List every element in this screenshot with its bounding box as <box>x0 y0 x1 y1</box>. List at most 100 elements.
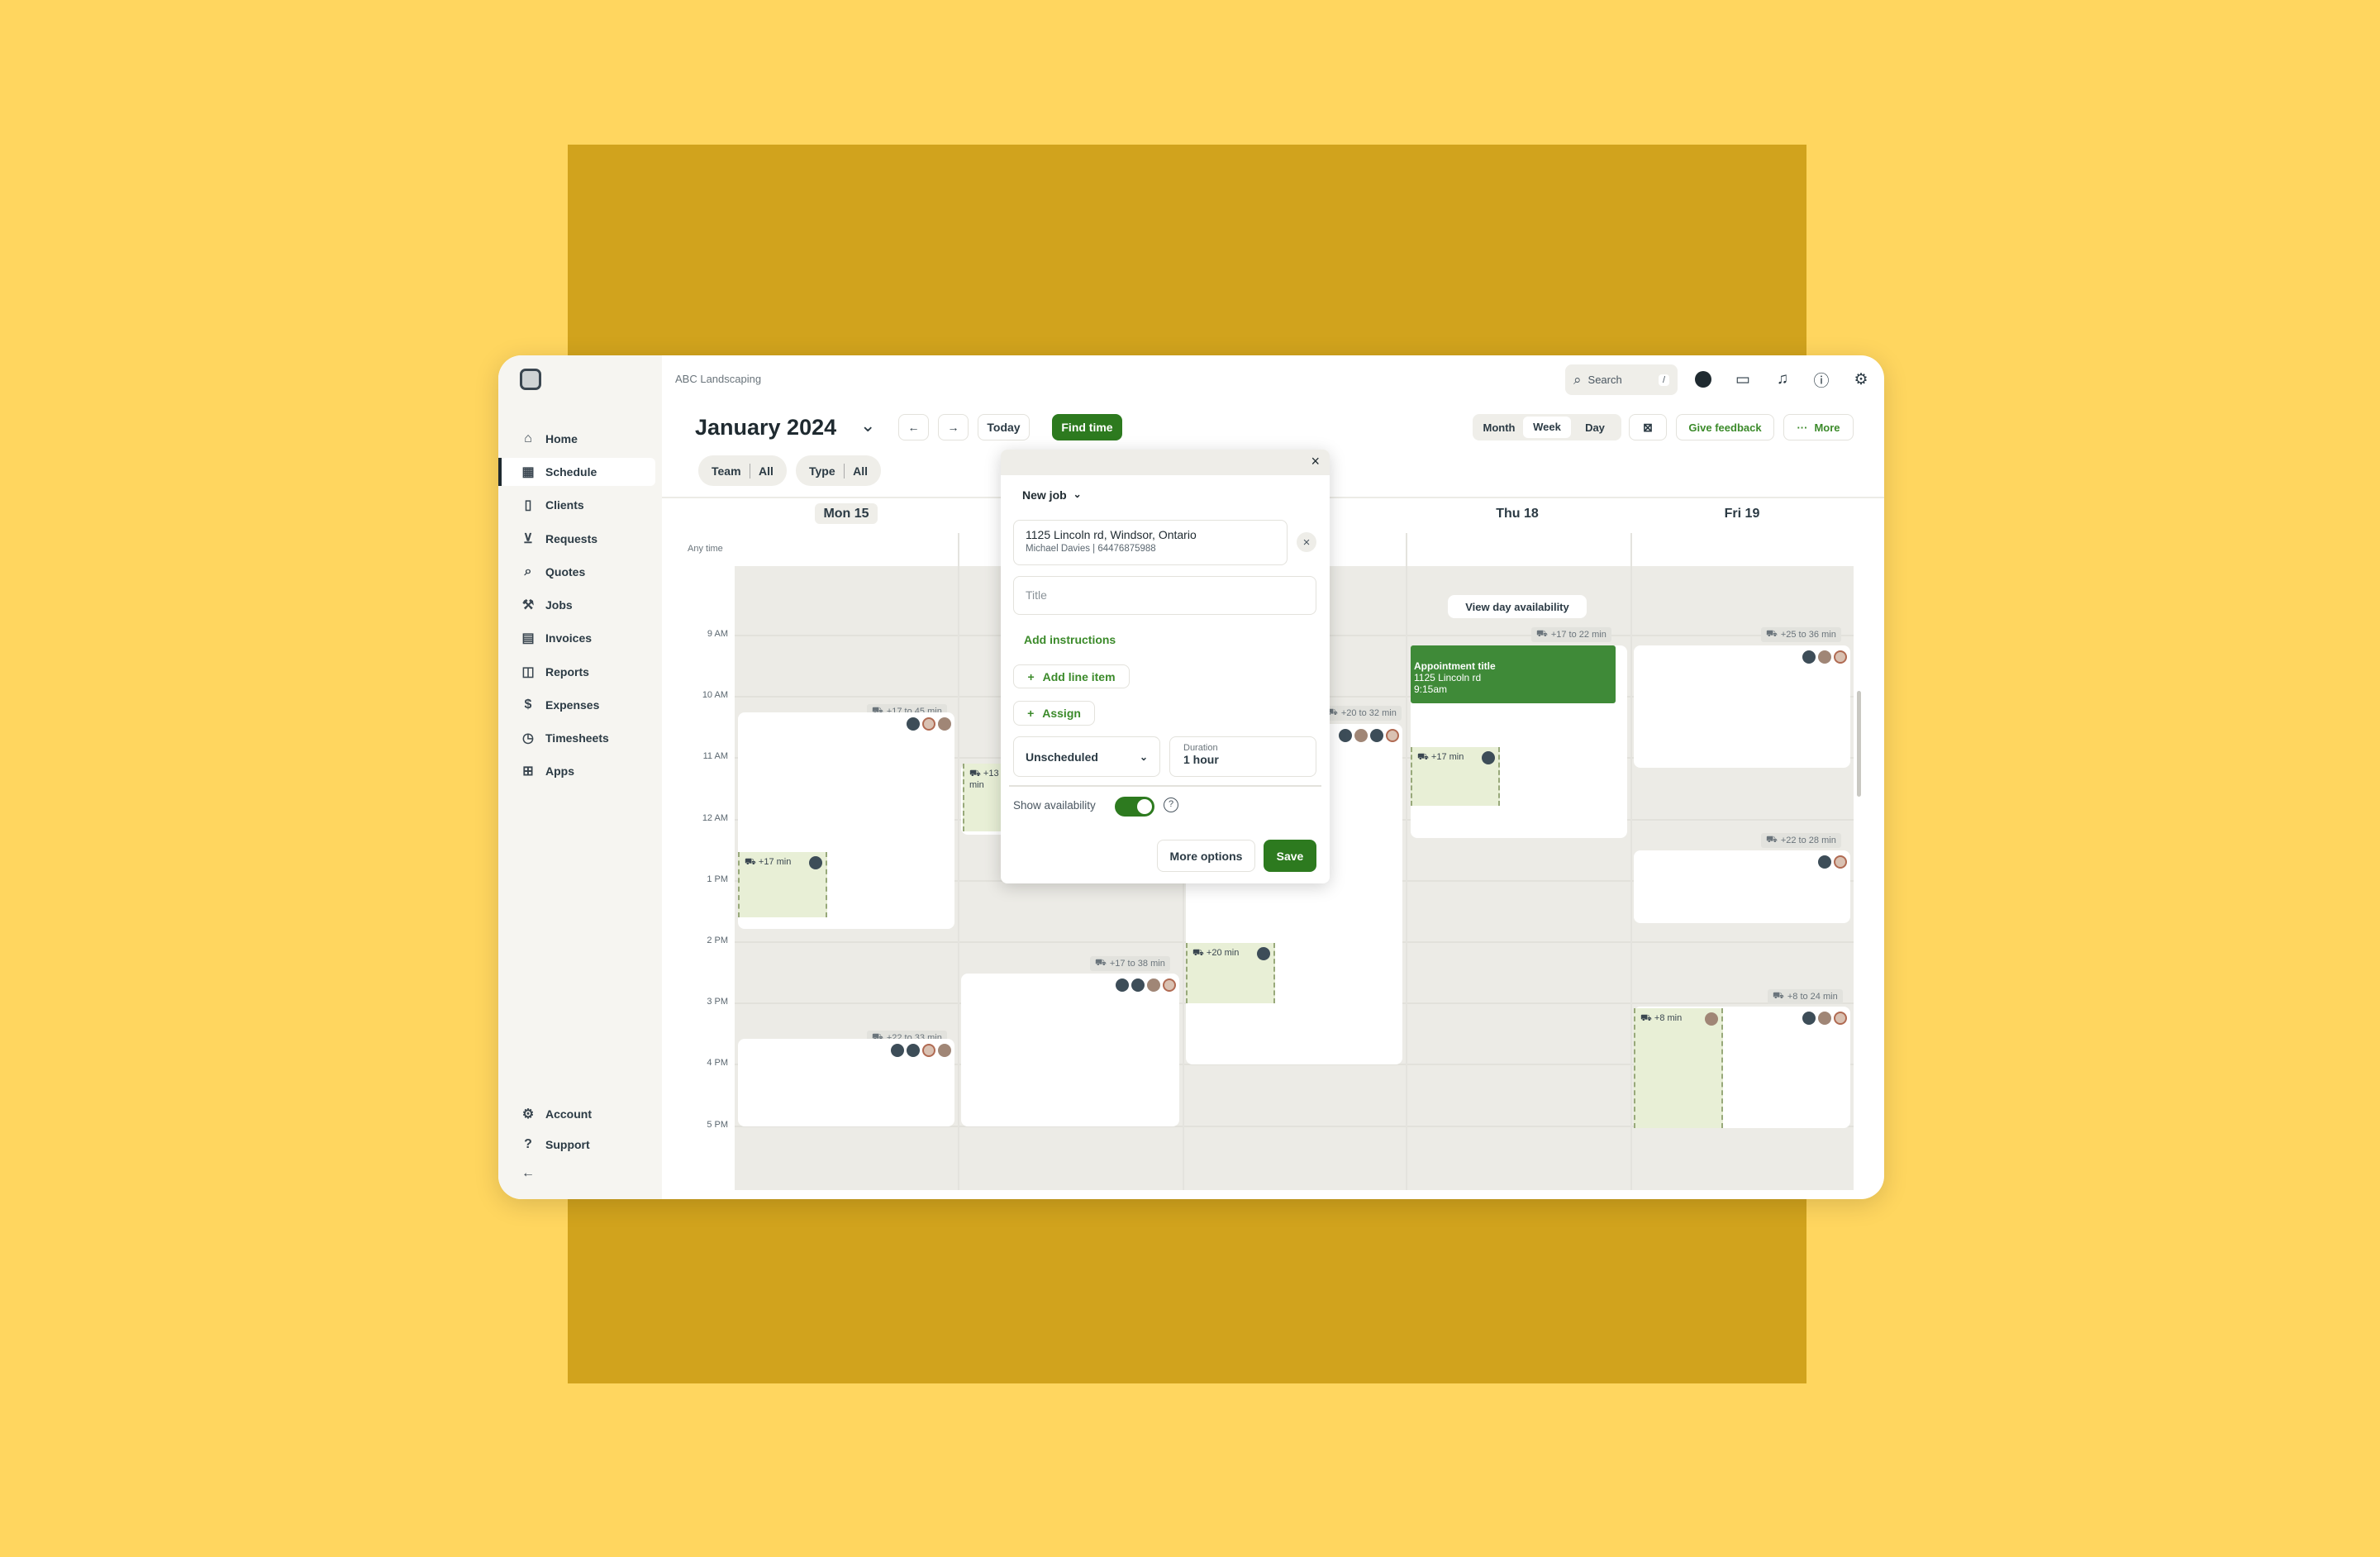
schedule-select[interactable]: Unscheduled ⌄ <box>1013 736 1160 777</box>
sidebar-item-schedule[interactable]: ▦ Schedule <box>498 458 655 486</box>
view-day-availability-button[interactable]: View day availability <box>1448 595 1587 618</box>
open-slot[interactable]: ⛟ +17 min <box>738 852 827 917</box>
travel-time: +25 to 36 min <box>1780 630 1836 640</box>
appointment-card[interactable]: Appointment title 1125 Lincoln rd 9:15am <box>1411 645 1616 703</box>
time-label: 3 PM <box>707 997 728 1007</box>
availability-block[interactable] <box>1634 850 1850 923</box>
info-icon[interactable]: ? <box>1164 798 1178 812</box>
truck-icon: ⛟ <box>969 769 983 778</box>
sidebar-item-invoices[interactable]: ▤ Invoices <box>521 631 593 645</box>
duration-value: 1 hour <box>1183 753 1219 766</box>
hide-calendar-button[interactable]: ⊠ <box>1629 414 1667 440</box>
sidebar-item-reports[interactable]: ◫ Reports <box>521 665 589 679</box>
inbox-icon: ⊻ <box>523 532 533 546</box>
day-header-thu[interactable]: Thu 18 <box>1406 507 1629 521</box>
assign-button[interactable]: + Assign <box>1013 701 1095 726</box>
truck-icon: ⛟ <box>1095 958 1107 968</box>
app-window: ⌂ Home ▦ Schedule ▯ Clients ⊻ Requests ⌕ Quot… <box>498 355 1884 1199</box>
plus-icon: + <box>1027 669 1035 683</box>
avatar-group <box>1116 978 1176 992</box>
sidebar: ⌂ Home ▦ Schedule ▯ Clients ⊻ Requests ⌕ Quot… <box>498 355 662 1199</box>
give-feedback-button[interactable]: Give feedback <box>1676 414 1774 440</box>
previous-week-button[interactable]: ← <box>898 414 929 440</box>
sidebar-item-home[interactable]: ⌂ Home <box>501 425 655 453</box>
ai-assistant-icon[interactable] <box>1692 369 1714 390</box>
view-week-tab[interactable]: Week <box>1523 417 1571 438</box>
shortcut-badge: / <box>1658 374 1669 386</box>
sidebar-item-timesheets[interactable]: ◷ Timesheets <box>501 724 655 752</box>
column-divider <box>958 533 959 1190</box>
title-input[interactable]: Title <box>1013 576 1316 615</box>
more-button[interactable]: ··· More <box>1783 414 1854 440</box>
avatar <box>809 856 822 869</box>
day-header-mon[interactable]: Mon 15 <box>735 503 958 524</box>
app-logo-icon[interactable] <box>520 369 541 390</box>
avatar <box>1834 855 1847 869</box>
save-button[interactable]: Save <box>1264 840 1316 872</box>
gear-icon[interactable]: ⚙ <box>1854 370 1868 388</box>
view-day-tab[interactable]: Day <box>1585 421 1605 434</box>
client-property-field[interactable]: 1125 Lincoln rd, Windsor, Ontario Michae… <box>1013 520 1288 565</box>
avatar <box>1834 650 1847 664</box>
ellipsis-icon: ··· <box>1797 421 1808 434</box>
truck-icon: ⛟ <box>1766 629 1778 639</box>
team-filter[interactable]: Team All <box>698 455 787 486</box>
day-header-fri[interactable]: Fri 19 <box>1630 507 1854 521</box>
availability-block[interactable] <box>961 974 1179 1126</box>
slot-travel: +17 min <box>1430 752 1464 762</box>
availability-block[interactable] <box>1634 645 1850 768</box>
sidebar-item-apps[interactable]: ⊞ Apps <box>501 757 655 785</box>
open-slot[interactable]: ⛟ +8 min <box>1634 1008 1723 1128</box>
bell-icon[interactable]: ♫ <box>1776 370 1789 388</box>
more-options-button[interactable]: More options <box>1157 840 1255 872</box>
client-details: Michael Davies | 64476875988 <box>1026 544 1156 554</box>
open-slot[interactable]: ⛟ +20 min <box>1186 943 1275 1003</box>
job-type-dropdown[interactable]: New job ⌄ <box>1022 488 1082 502</box>
collapse-sidebar-button[interactable]: ← <box>501 1159 655 1188</box>
filter-label: Type <box>809 464 835 478</box>
sidebar-item-quotes[interactable]: ⌕ Quotes <box>501 558 655 586</box>
avatar <box>1257 947 1270 960</box>
find-time-button[interactable]: Find time <box>1052 414 1122 440</box>
travel-time: +20 to 32 min <box>1340 708 1397 718</box>
search-input[interactable]: ⌕ Search / <box>1565 364 1678 395</box>
appointment-time: 9:15am <box>1414 683 1448 695</box>
filter-value: All <box>853 464 869 478</box>
close-icon[interactable]: × <box>1311 453 1320 469</box>
scrollbar[interactable] <box>1857 691 1861 797</box>
avatar <box>1339 729 1352 742</box>
travel-time: +22 to 28 min <box>1780 836 1836 845</box>
sidebar-item-account[interactable]: ⚙ Account <box>521 1107 592 1121</box>
arrow-left-icon: ← <box>907 421 920 434</box>
type-filter[interactable]: Type All <box>796 455 882 486</box>
quote-search-icon: ⌕ <box>524 564 532 579</box>
day-label: Thu 18 <box>1496 507 1539 521</box>
sidebar-item-jobs[interactable]: ⚒ Jobs <box>521 598 573 612</box>
clear-client-icon[interactable]: × <box>1297 532 1316 552</box>
next-week-button[interactable]: → <box>938 414 969 440</box>
help-icon[interactable]: ⓘ <box>1813 372 1830 390</box>
open-slot[interactable]: ⛟ +17 min <box>1411 747 1500 806</box>
arrow-left-icon: ← <box>521 1166 535 1180</box>
travel-time-tag: ⛟ +17 to 22 min <box>1531 627 1611 642</box>
today-button[interactable]: Today <box>978 414 1030 440</box>
month-picker-chevron-icon[interactable]: ⌄ <box>860 415 876 436</box>
popover-header <box>1001 450 1330 475</box>
sidebar-item-support[interactable]: ? Support <box>501 1131 655 1159</box>
duration-field[interactable]: Duration 1 hour <box>1169 736 1316 777</box>
view-month-tab[interactable]: Month <box>1483 421 1516 434</box>
messages-icon[interactable]: ▭ <box>1735 370 1750 388</box>
add-line-item-button[interactable]: + Add line item <box>1013 664 1130 688</box>
availability-block[interactable] <box>738 1039 954 1126</box>
avatar-group <box>891 1044 951 1057</box>
add-instructions-link[interactable]: Add instructions <box>1024 633 1116 646</box>
dollar-icon: $ <box>524 698 532 712</box>
sidebar-item-requests[interactable]: ⊻ Requests <box>501 525 655 553</box>
sidebar-item-clients[interactable]: ▯ Clients <box>501 491 655 519</box>
time-label: 4 PM <box>707 1058 728 1068</box>
avatar-group <box>1802 1012 1847 1025</box>
day-label: Fri 19 <box>1724 507 1760 521</box>
show-availability-toggle[interactable] <box>1115 797 1154 817</box>
avatar <box>1386 729 1399 742</box>
sidebar-item-expenses[interactable]: $ Expenses <box>501 691 655 719</box>
